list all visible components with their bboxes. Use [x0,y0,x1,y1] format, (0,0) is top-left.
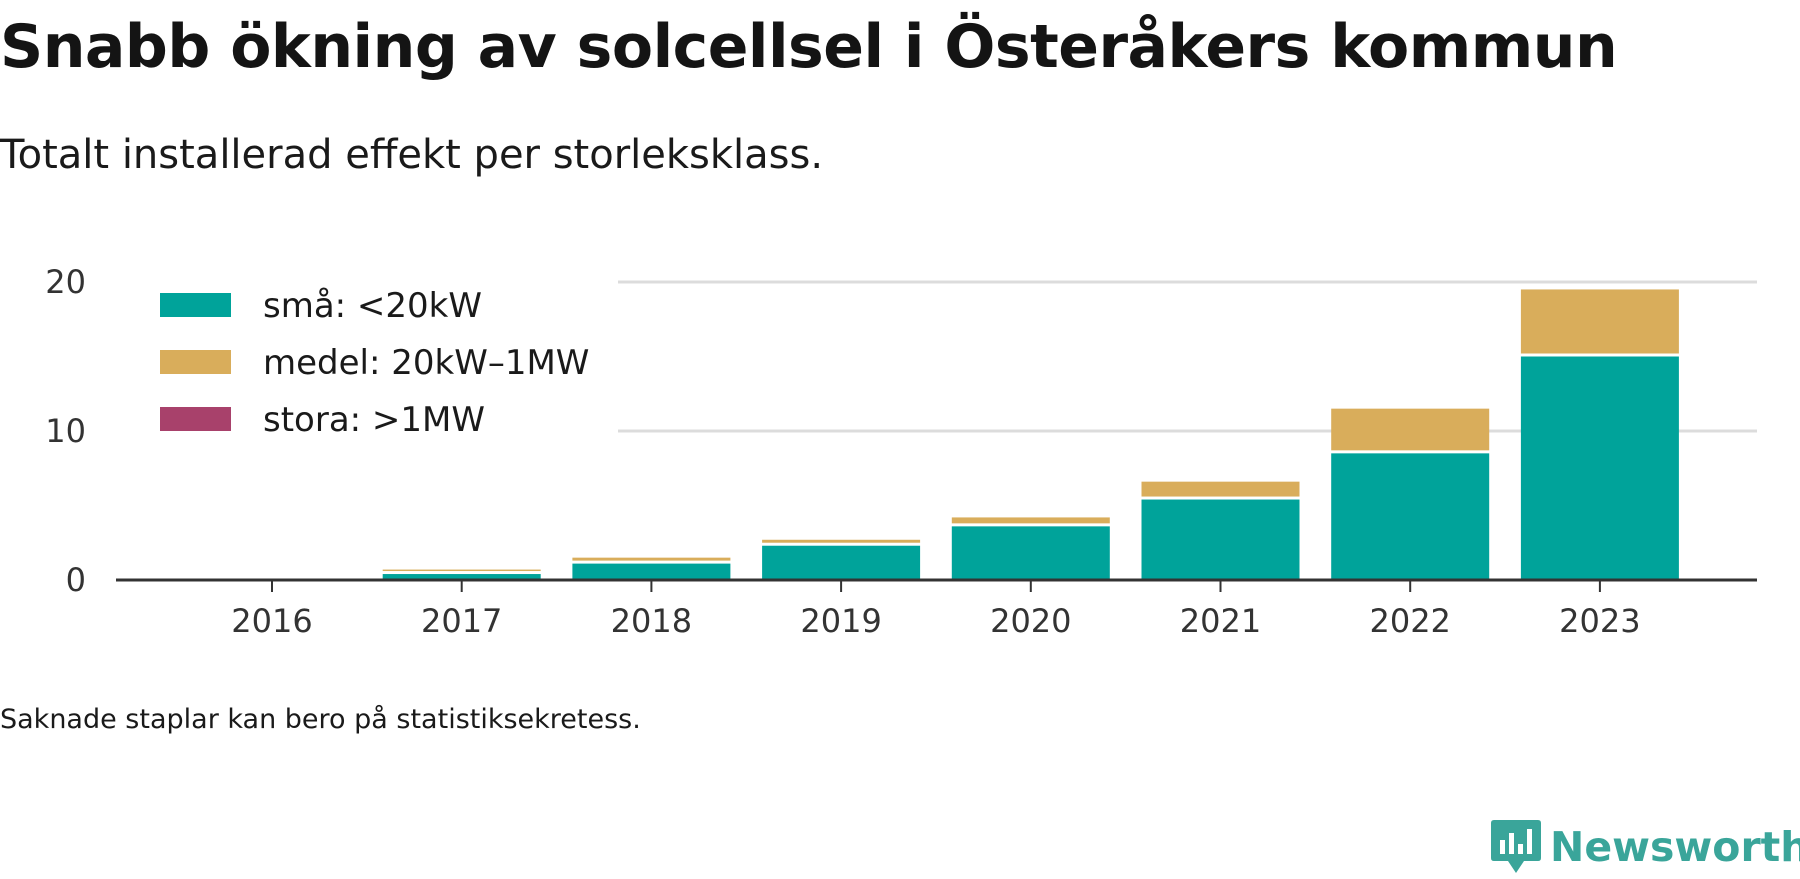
x-tick-label: 2021 [1180,602,1261,640]
y-tick-label: 0 [66,561,86,599]
stacked-bar-chart: 0 10 20 2016 2017 2018 2019 2020 2021 2022 2023 sm… [45,263,1757,640]
legend-label: medel: 20kW–1MW [263,343,589,383]
x-tick-label: 2016 [231,602,312,640]
legend-label: små: <20kW [263,286,482,326]
bar-segment [1520,356,1679,580]
bar-segment [1141,499,1300,580]
footnote: Saknade staplar kan bero på statistiksek… [0,704,641,735]
bar-segment [1331,453,1490,580]
legend-swatch [160,350,231,374]
x-tick-label: 2017 [421,602,502,640]
newsworthy-logo-icon [1491,820,1541,873]
legend-swatch [160,407,231,431]
legend-label: stora: >1MW [263,400,485,440]
x-tick-label: 2023 [1559,602,1640,640]
chart-title: Snabb ökning av solcellsel i Österåkers … [0,12,1618,82]
bar-segment [951,517,1110,524]
bar-segment [572,557,731,561]
bar-segment [951,526,1110,580]
brand-name: Newsworthy [1550,823,1800,871]
bars [382,289,1679,580]
bar-segment [382,574,541,580]
bar-segment [762,545,921,580]
axes: 0 10 20 2016 2017 2018 2019 2020 2021 2022 2023 [45,263,1757,640]
y-tick-label: 10 [45,412,86,450]
legend-swatch [160,293,231,317]
y-tick-label: 20 [45,263,86,301]
x-tick-label: 2019 [800,602,881,640]
bar-segment [382,569,541,572]
bar-segment [572,563,731,580]
x-tick-label: 2020 [990,602,1071,640]
chart-subtitle: Totalt installerad effekt per storlekskl… [0,132,824,178]
bar-segment [762,539,921,543]
brand-logo[interactable]: Newsworthy [1490,818,1800,876]
x-tick-label: 2022 [1369,602,1450,640]
bar-segment [1141,481,1300,497]
x-tick-label: 2018 [611,602,692,640]
legend: små: <20kW medel: 20kW–1MW stora: >1MW [140,280,618,440]
bar-segment [1520,289,1679,354]
bar-segment [1331,408,1490,451]
